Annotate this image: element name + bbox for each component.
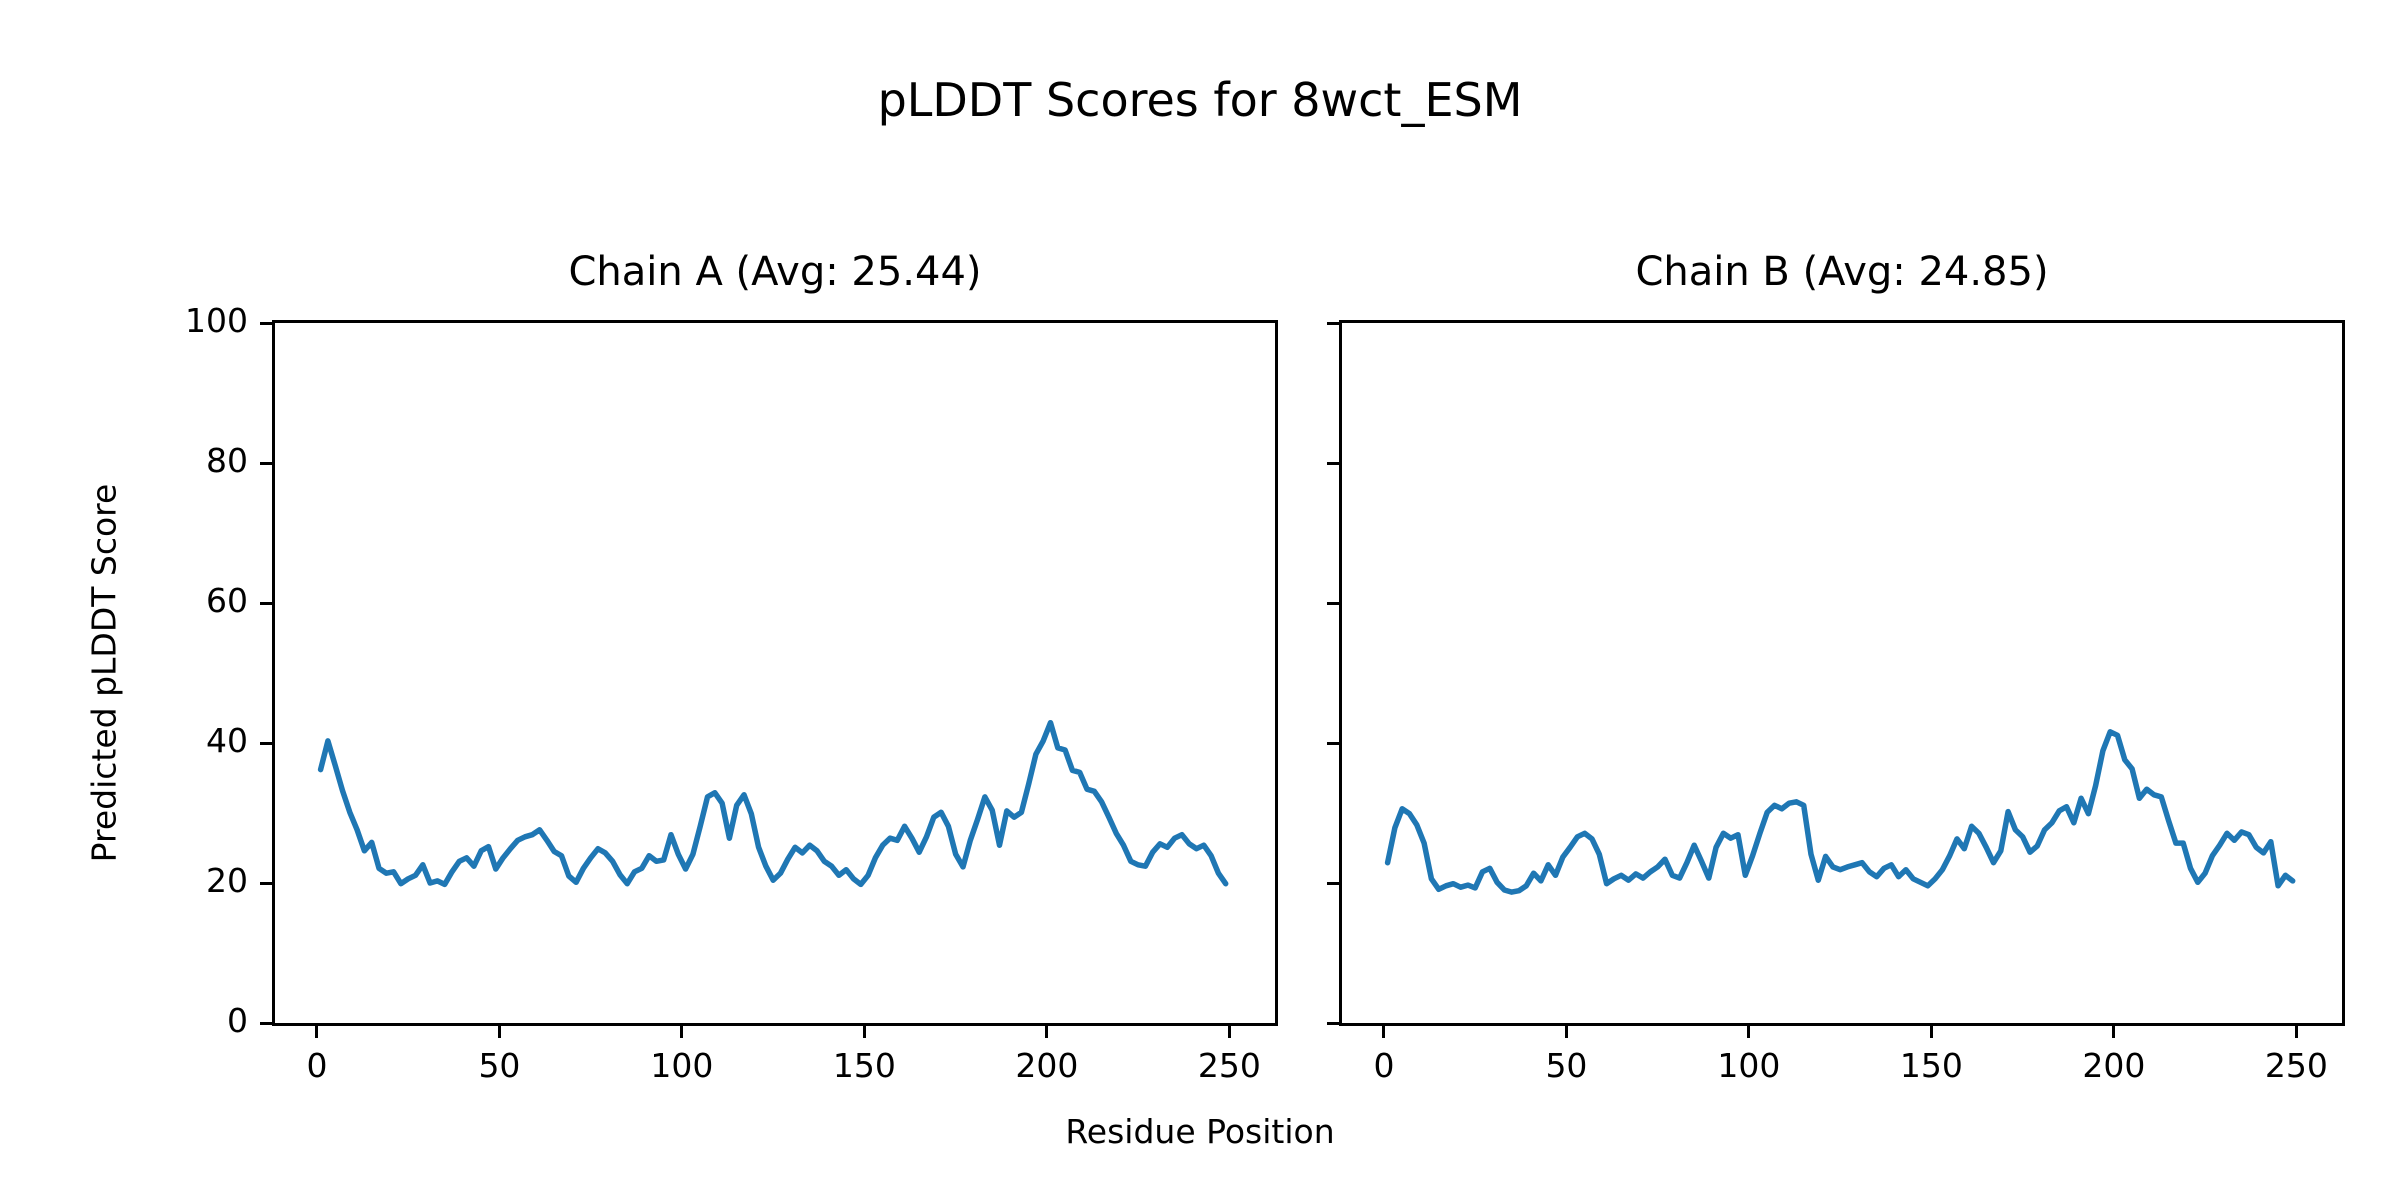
x-tick-mark — [862, 1026, 866, 1038]
y-tick-mark — [260, 601, 272, 605]
plddt-line-A — [317, 719, 1229, 888]
x-tick-label: 0 — [306, 1046, 328, 1085]
x-tick-label: 150 — [1899, 1046, 1963, 1085]
y-tick-label: 0 — [227, 1001, 248, 1040]
x-tick-label: 250 — [2264, 1046, 2328, 1085]
plddt-line-B — [1384, 729, 2296, 895]
y-tick-mark — [260, 1021, 272, 1025]
plddt-line-chart — [317, 719, 1229, 888]
y-tick-mark — [1327, 741, 1339, 745]
y-tick-label: 80 — [206, 441, 248, 480]
y-tick-label: 40 — [206, 721, 248, 760]
y-tick-mark — [260, 741, 272, 745]
x-tick-label: 100 — [1717, 1046, 1781, 1085]
y-tick-mark — [1327, 1021, 1339, 1025]
y-tick-mark — [260, 881, 272, 885]
y-tick-mark — [1327, 461, 1339, 465]
x-tick-mark — [1382, 1026, 1386, 1038]
plddt-line-chart — [1384, 729, 2296, 895]
x-tick-mark — [497, 1026, 501, 1038]
x-tick-mark — [1227, 1026, 1231, 1038]
x-tick-label: 100 — [650, 1046, 714, 1085]
x-tick-mark — [1045, 1026, 1049, 1038]
x-tick-mark — [1929, 1026, 1933, 1038]
x-tick-mark — [315, 1026, 319, 1038]
x-axis-label: Residue Position — [1065, 1112, 1335, 1151]
x-tick-mark — [1747, 1026, 1751, 1038]
x-tick-label: 200 — [1015, 1046, 1079, 1085]
plot-area-chain-b — [1339, 320, 2345, 1026]
y-tick-mark — [260, 321, 272, 325]
y-tick-mark — [1327, 601, 1339, 605]
x-tick-mark — [2294, 1026, 2298, 1038]
y-tick-mark — [260, 461, 272, 465]
x-tick-label: 50 — [478, 1046, 521, 1085]
y-axis-label: Predicted pLDDT Score — [84, 483, 124, 863]
x-tick-label: 200 — [2082, 1046, 2146, 1085]
x-tick-label: 150 — [832, 1046, 896, 1085]
x-tick-label: 50 — [1545, 1046, 1588, 1085]
subplot-title-chain-b: Chain B (Avg: 24.85) — [1635, 249, 2049, 295]
x-tick-label: 0 — [1373, 1046, 1395, 1085]
figure-title: pLDDT Scores for 8wct_ESM — [877, 73, 1523, 127]
x-tick-mark — [1564, 1026, 1568, 1038]
y-tick-label: 20 — [206, 861, 248, 900]
y-tick-mark — [1327, 321, 1339, 325]
y-tick-label: 60 — [206, 581, 248, 620]
x-tick-mark — [680, 1026, 684, 1038]
plot-area-chain-a — [272, 320, 1278, 1026]
y-tick-mark — [1327, 881, 1339, 885]
y-tick-label: 100 — [185, 301, 248, 340]
x-tick-mark — [2112, 1026, 2116, 1038]
subplot-title-chain-a: Chain A (Avg: 25.44) — [568, 249, 982, 295]
x-tick-label: 250 — [1197, 1046, 1261, 1085]
